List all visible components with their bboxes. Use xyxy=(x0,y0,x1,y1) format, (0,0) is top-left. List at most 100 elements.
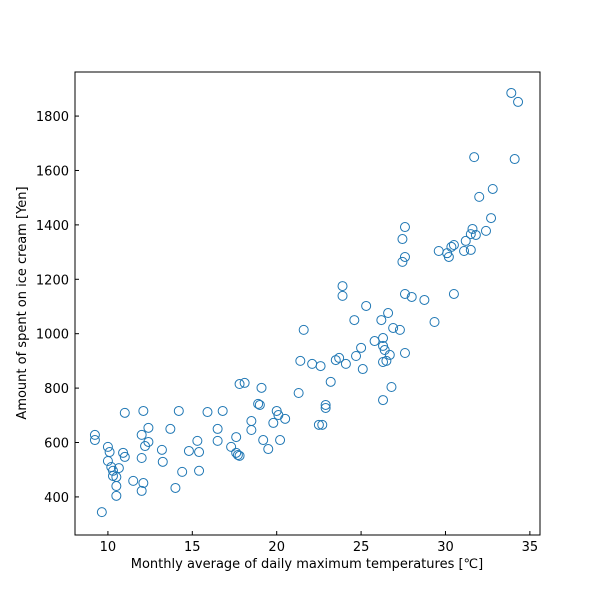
point xyxy=(253,398,264,409)
point xyxy=(469,152,480,163)
point xyxy=(202,407,213,418)
point xyxy=(448,288,459,299)
point xyxy=(128,475,139,486)
point xyxy=(467,223,478,234)
point xyxy=(258,435,269,446)
point xyxy=(386,382,397,393)
point xyxy=(330,355,341,366)
point xyxy=(397,234,408,245)
y-tick-label: 400 xyxy=(44,491,69,506)
point xyxy=(513,96,524,107)
point xyxy=(384,349,395,360)
point xyxy=(165,423,176,434)
y-tick-label: 1200 xyxy=(36,273,69,288)
plot-frame xyxy=(74,71,541,536)
x-tick-label: 30 xyxy=(437,540,454,555)
point xyxy=(419,294,430,305)
point xyxy=(226,441,237,452)
point xyxy=(307,358,318,369)
point xyxy=(315,361,326,372)
point xyxy=(487,183,498,194)
point xyxy=(246,424,257,435)
point xyxy=(357,364,368,375)
point xyxy=(212,435,223,446)
point xyxy=(397,256,408,267)
point xyxy=(268,417,279,428)
y-tick-label: 1000 xyxy=(36,328,69,343)
point xyxy=(254,399,265,410)
point xyxy=(406,291,417,302)
point xyxy=(399,251,410,262)
point xyxy=(280,413,291,424)
point xyxy=(486,213,497,224)
point xyxy=(337,281,348,292)
point xyxy=(334,352,345,363)
x-tick-label: 35 xyxy=(522,540,539,555)
point xyxy=(138,405,149,416)
point xyxy=(474,191,485,202)
point xyxy=(351,351,362,362)
point xyxy=(480,225,491,236)
point xyxy=(183,445,194,456)
point xyxy=(446,241,457,252)
point xyxy=(320,399,331,410)
x-axis-label: Monthly average of daily maximum tempera… xyxy=(131,557,483,572)
point xyxy=(376,315,387,326)
y-tick-label: 1800 xyxy=(36,110,69,125)
point xyxy=(194,447,205,458)
point xyxy=(399,222,410,233)
point xyxy=(460,235,471,246)
point xyxy=(143,422,154,433)
point xyxy=(157,456,168,467)
point xyxy=(293,387,304,398)
point xyxy=(177,466,188,477)
point xyxy=(194,465,205,476)
point xyxy=(138,478,149,489)
point xyxy=(340,358,351,369)
point xyxy=(102,441,113,452)
point xyxy=(361,300,372,311)
point xyxy=(298,324,309,335)
y-tick-label: 800 xyxy=(44,382,69,397)
point xyxy=(429,316,440,327)
point xyxy=(394,324,405,335)
point xyxy=(111,481,122,492)
y-tick-label: 600 xyxy=(44,437,69,452)
point xyxy=(356,342,367,353)
point xyxy=(465,229,476,240)
point xyxy=(388,322,399,333)
y-tick-label: 1600 xyxy=(36,164,69,179)
point xyxy=(143,436,154,447)
point xyxy=(217,405,228,416)
x-tick-label: 15 xyxy=(184,540,201,555)
point xyxy=(313,419,324,430)
point xyxy=(295,355,306,366)
point xyxy=(369,336,380,347)
point xyxy=(156,444,167,455)
point xyxy=(231,432,242,443)
point xyxy=(232,450,243,461)
point xyxy=(192,435,203,446)
x-tick-label: 20 xyxy=(268,540,285,555)
point xyxy=(136,453,147,464)
point xyxy=(337,290,348,301)
point xyxy=(320,402,331,413)
point xyxy=(448,240,459,251)
point xyxy=(89,429,100,440)
point xyxy=(383,308,394,319)
point xyxy=(399,348,410,359)
point xyxy=(104,447,115,458)
point xyxy=(107,465,118,476)
point xyxy=(506,87,517,98)
point xyxy=(325,376,336,387)
point xyxy=(256,382,267,393)
point xyxy=(111,490,122,501)
point xyxy=(378,395,389,406)
point xyxy=(96,507,107,518)
point xyxy=(113,463,124,474)
point xyxy=(470,229,481,240)
point xyxy=(212,423,223,434)
point xyxy=(378,333,389,344)
